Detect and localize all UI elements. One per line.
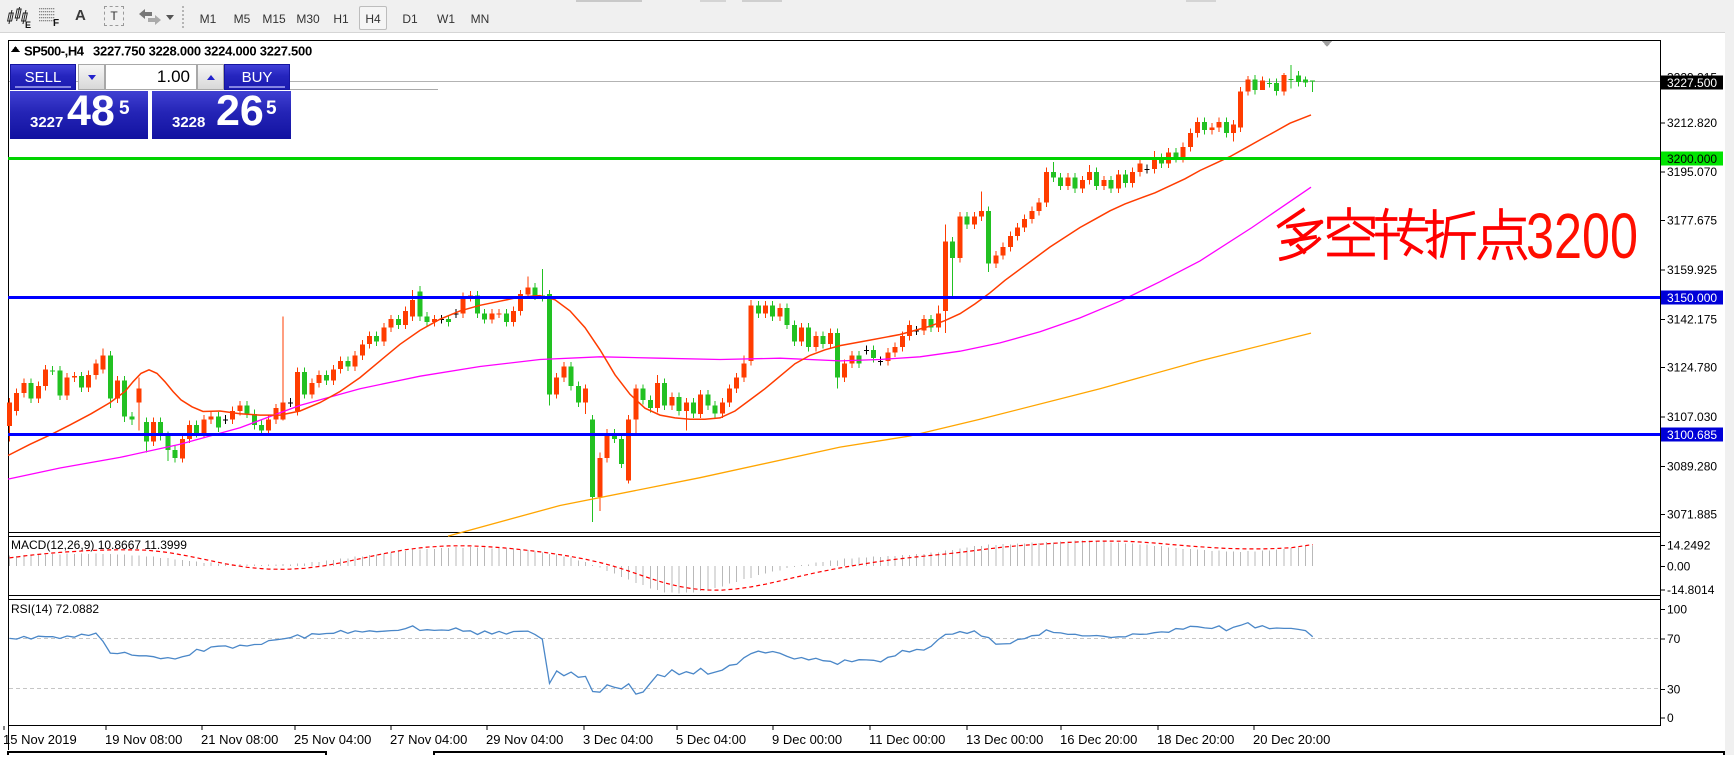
svg-text:3227.750 3228.000 3224.000 322: 3227.750 3228.000 3224.000 3227.500 — [93, 44, 312, 59]
svg-text:3200.000: 3200.000 — [1667, 152, 1717, 166]
svg-text:11 Dec 00:00: 11 Dec 00:00 — [869, 732, 945, 747]
svg-text:3227.500: 3227.500 — [1667, 76, 1717, 90]
svg-text:3107.030: 3107.030 — [1667, 410, 1717, 424]
svg-text:27 Nov 04:00: 27 Nov 04:00 — [390, 732, 467, 747]
svg-text:9 Dec 00:00: 9 Dec 00:00 — [772, 732, 842, 747]
svg-text:3100.685: 3100.685 — [1667, 428, 1717, 442]
svg-text:3195.070: 3195.070 — [1667, 165, 1717, 179]
svg-text:F: F — [53, 18, 59, 28]
svg-text:3142.175: 3142.175 — [1667, 312, 1717, 326]
svg-text:0.00: 0.00 — [1667, 560, 1691, 574]
svg-text:3071.885: 3071.885 — [1667, 508, 1717, 522]
svg-text:3089.280: 3089.280 — [1667, 459, 1717, 473]
svg-text:3124.780: 3124.780 — [1667, 361, 1717, 375]
svg-text:70: 70 — [1667, 632, 1681, 646]
svg-text:13 Dec 00:00: 13 Dec 00:00 — [966, 732, 1043, 747]
svg-text:21 Nov 08:00: 21 Nov 08:00 — [201, 732, 278, 747]
svg-text:E: E — [25, 20, 31, 29]
svg-text:18 Dec 20:00: 18 Dec 20:00 — [1157, 732, 1234, 747]
svg-text:3150.000: 3150.000 — [1667, 291, 1717, 305]
svg-text:3177.675: 3177.675 — [1667, 214, 1717, 228]
svg-text:3159.925: 3159.925 — [1667, 263, 1717, 277]
svg-text:5 Dec 04:00: 5 Dec 04:00 — [676, 732, 746, 747]
svg-text:SP500-,H4: SP500-,H4 — [24, 44, 85, 59]
svg-text:15 Nov 2019: 15 Nov 2019 — [3, 732, 77, 747]
svg-text:29 Nov 04:00: 29 Nov 04:00 — [486, 732, 563, 747]
svg-text:3200: 3200 — [1526, 200, 1638, 272]
svg-text:RSI(14) 72.0882: RSI(14) 72.0882 — [11, 602, 99, 616]
svg-text:25 Nov 04:00: 25 Nov 04:00 — [294, 732, 371, 747]
svg-text:0: 0 — [1667, 711, 1674, 725]
svg-text:14.2492: 14.2492 — [1667, 539, 1711, 553]
svg-text:-14.8014: -14.8014 — [1667, 583, 1715, 597]
svg-text:20 Dec 20:00: 20 Dec 20:00 — [1253, 732, 1330, 747]
svg-text:30: 30 — [1667, 683, 1681, 697]
svg-text:16 Dec 20:00: 16 Dec 20:00 — [1060, 732, 1137, 747]
svg-text:MACD(12,26,9) 10.8667 11.3999: MACD(12,26,9) 10.8667 11.3999 — [11, 538, 187, 552]
svg-text:3212.820: 3212.820 — [1667, 116, 1717, 130]
svg-text:3 Dec 04:00: 3 Dec 04:00 — [583, 732, 653, 747]
svg-text:19 Nov 08:00: 19 Nov 08:00 — [105, 732, 182, 747]
svg-text:100: 100 — [1667, 603, 1687, 617]
